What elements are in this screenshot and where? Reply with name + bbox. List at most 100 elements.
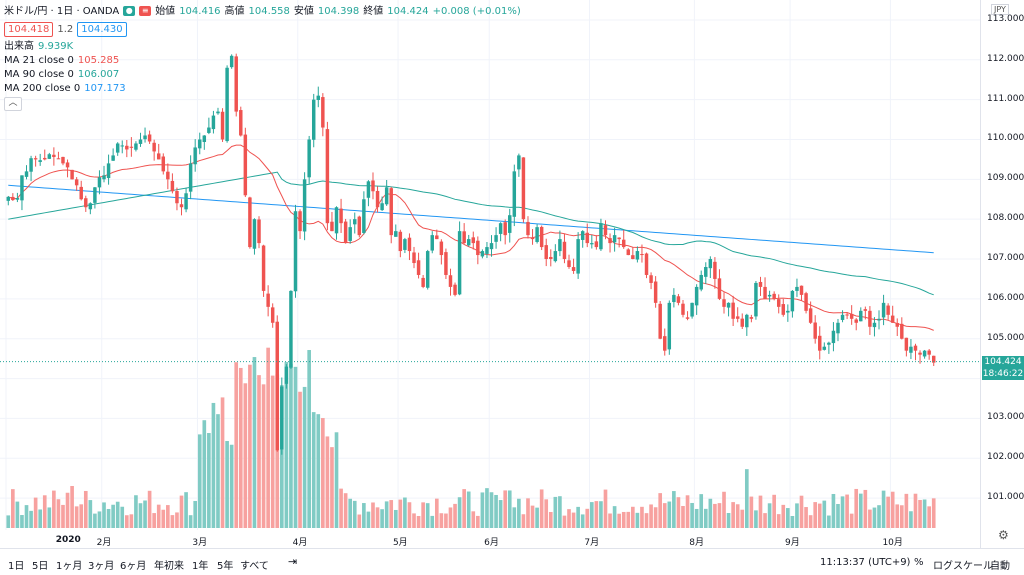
candle-body (859, 310, 863, 322)
candle-body (184, 193, 188, 210)
volume-bar (65, 492, 70, 528)
volume-bar (858, 493, 863, 528)
candle-body (74, 179, 79, 186)
legend-ma200-row[interactable]: MA 200 close 0 107.173 (4, 81, 521, 95)
volume-bar (863, 489, 868, 528)
volume-bar (193, 500, 198, 528)
legend-ma90-row[interactable]: MA 90 close 0 106.007 (4, 67, 521, 81)
volume-label: 出来高 (4, 40, 34, 52)
price-tick-label: 103.000 (987, 412, 1024, 423)
candle-body (480, 251, 485, 257)
time-tick-label: 9月 (785, 538, 800, 548)
candle-body (690, 302, 694, 317)
ma21-line (8, 144, 934, 331)
collapse-legend-button[interactable]: ︿ (4, 97, 22, 111)
volume-bar (293, 366, 298, 528)
range-button[interactable]: 3ヶ月 (88, 561, 115, 572)
candle-body (845, 314, 849, 316)
volume-bar (79, 504, 84, 528)
candle-body (266, 293, 270, 307)
range-button[interactable]: すべて (240, 561, 269, 572)
range-button[interactable]: 年初来 (154, 561, 184, 572)
settings-gear-icon[interactable]: ⚙ (998, 528, 1009, 542)
ask-button[interactable]: 104.430 (77, 21, 127, 37)
volume-bar (717, 503, 722, 528)
indicator-icon[interactable]: ≡ (139, 6, 152, 16)
candle-body (207, 127, 211, 133)
range-button[interactable]: 1ヶ月 (56, 561, 83, 572)
candle-body (234, 56, 238, 112)
range-button[interactable]: 5日 (32, 561, 49, 572)
volume-bar (553, 496, 558, 528)
time-axis[interactable]: 20202月3月4月5月6月7月8月9月10月11月 (0, 532, 980, 548)
auto-scale-toggle[interactable]: 自動 (990, 561, 1010, 572)
candle-body (539, 226, 544, 248)
volume-bar (904, 493, 909, 528)
candle-body (261, 245, 266, 291)
range-button[interactable]: 1日 (8, 561, 25, 572)
volume-bar (781, 504, 786, 528)
volume-bar (558, 496, 562, 528)
price-axis[interactable]: JPY 113.000 112.000 111.000 110.000 109.000 1… (980, 0, 1024, 548)
volume-bar (375, 507, 380, 528)
candle-body (115, 143, 120, 153)
volume-bar (813, 502, 818, 528)
range-button[interactable]: 1年 (192, 561, 209, 572)
volume-bar (881, 490, 886, 528)
volume-bar (29, 510, 33, 528)
candle-body (311, 99, 316, 140)
candle-body (24, 171, 29, 177)
candle-body (877, 318, 881, 321)
clock-time[interactable]: 11:13:37 (UTC+9) (820, 557, 911, 568)
goto-date-icon[interactable]: ⇥ (288, 555, 298, 568)
volume-bar (512, 507, 517, 528)
candle-body (804, 293, 808, 311)
candle-body (389, 188, 393, 236)
legend-ma21-row[interactable]: MA 21 close 0 105.285 (4, 53, 521, 67)
candle-body (694, 286, 699, 306)
candle-body (29, 158, 33, 172)
candle-body (585, 232, 589, 244)
volume-bar (539, 489, 544, 528)
candle-body (15, 198, 20, 200)
symbol-title[interactable]: 米ドル/円 · 1日 · OANDA (4, 5, 120, 17)
price-chart[interactable] (0, 0, 980, 548)
legend-volume-row[interactable]: 出来高 9.939K (4, 39, 521, 53)
time-tick-label: 7月 (584, 538, 600, 548)
candle-body (229, 55, 234, 68)
range-button[interactable]: 6ヶ月 (120, 561, 147, 572)
candle-body (663, 336, 667, 351)
candle-body (471, 237, 476, 244)
volume-bar (170, 515, 175, 528)
volume-bar (868, 509, 872, 528)
candle-body (243, 134, 248, 196)
candle-body (808, 308, 813, 323)
volume-bar (758, 495, 763, 528)
candle-body (640, 253, 644, 256)
bid-button[interactable]: 104.418 (4, 21, 54, 37)
candle-body (603, 225, 608, 236)
high-label: 高値 (224, 5, 245, 17)
candle-body (635, 251, 640, 260)
candle-body (371, 180, 375, 192)
candle-body (198, 139, 202, 149)
currency-label: JPY (991, 4, 1009, 15)
candle-body (713, 261, 717, 279)
candle-body (147, 134, 152, 142)
log-scale-toggle[interactable]: ログスケール (933, 561, 993, 572)
candle-body (330, 221, 334, 232)
candle-body (831, 330, 836, 344)
volume-bar (576, 506, 580, 528)
candle-body (425, 251, 430, 288)
candle-body (836, 322, 840, 334)
candle-body (580, 231, 585, 240)
candle-body (576, 239, 580, 274)
candle-body (767, 294, 772, 297)
range-button[interactable]: 5年 (217, 561, 234, 572)
volume-bar (147, 490, 152, 528)
percent-toggle[interactable]: % (914, 557, 924, 568)
volume-bar (380, 509, 384, 528)
candle-body (384, 187, 389, 205)
volume-bar (585, 508, 590, 528)
chart-area[interactable]: 米ドル/円 · 1日 · OANDA ● ≡ 始値 104.416 高値 104.5… (0, 0, 980, 548)
